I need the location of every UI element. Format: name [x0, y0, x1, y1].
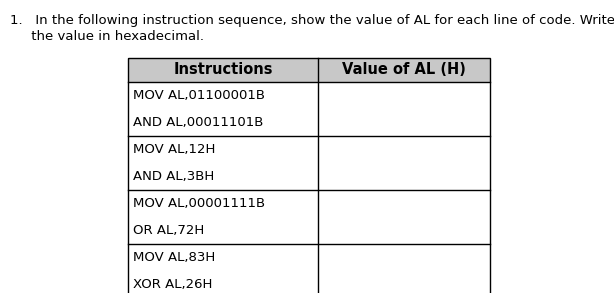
Bar — [128, 190, 318, 244]
Text: 1.   In the following instruction sequence, show the value of AL for each line o: 1. In the following instruction sequence… — [10, 14, 614, 27]
Bar — [128, 82, 318, 136]
Text: MOV AL,00001111B: MOV AL,00001111B — [133, 197, 265, 210]
Text: AND AL,3BH: AND AL,3BH — [133, 170, 214, 183]
Bar — [318, 136, 490, 190]
Text: XOR AL,26H: XOR AL,26H — [133, 278, 212, 291]
Text: OR AL,72H: OR AL,72H — [133, 224, 204, 237]
Bar — [128, 58, 490, 82]
Bar — [318, 244, 490, 293]
Bar — [128, 244, 318, 293]
Text: the value in hexadecimal.: the value in hexadecimal. — [10, 30, 204, 43]
Text: MOV AL,83H: MOV AL,83H — [133, 251, 216, 264]
Text: MOV AL,12H: MOV AL,12H — [133, 143, 216, 156]
Text: AND AL,00011101B: AND AL,00011101B — [133, 116, 263, 129]
Text: MOV AL,01100001B: MOV AL,01100001B — [133, 89, 265, 102]
Bar — [128, 136, 318, 190]
Text: Instructions: Instructions — [173, 62, 273, 78]
Text: Value of AL (H): Value of AL (H) — [342, 62, 466, 78]
Bar — [128, 58, 490, 293]
Bar — [318, 82, 490, 136]
Bar — [318, 190, 490, 244]
